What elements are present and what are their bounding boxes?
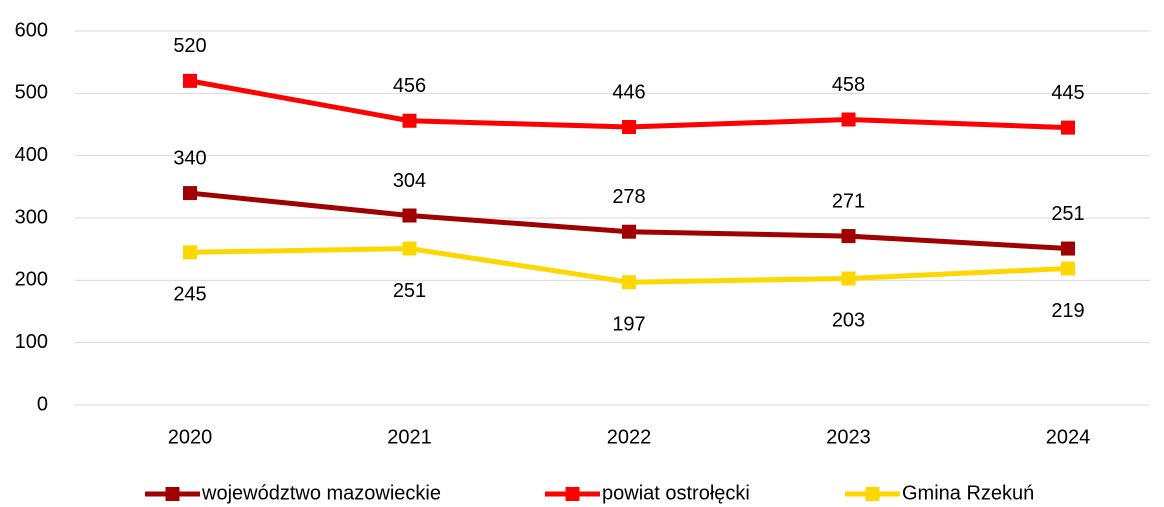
x-tick-label: 2023 <box>826 426 871 448</box>
point-marker <box>622 224 636 239</box>
point-marker <box>622 119 636 134</box>
point-marker <box>841 112 856 127</box>
point-marker <box>402 241 417 256</box>
data-label: 445 <box>1051 82 1084 104</box>
y-tick-label: 400 <box>15 144 48 166</box>
data-label: 203 <box>832 310 865 332</box>
legend-label: województwo mazowieckie <box>201 482 441 504</box>
data-label: 219 <box>1051 300 1084 322</box>
x-tick-label: 2020 <box>168 426 213 448</box>
legend-label: Gmina Rzekuń <box>902 482 1034 504</box>
data-label: 446 <box>612 81 645 103</box>
point-marker <box>841 229 856 244</box>
legend-marker <box>565 487 580 501</box>
data-label: 251 <box>393 280 426 302</box>
data-label: 456 <box>393 75 426 97</box>
legend-label: powiat ostrołęcki <box>602 482 750 504</box>
data-label: 458 <box>832 74 865 96</box>
y-tick-label: 600 <box>15 19 48 41</box>
data-label: 278 <box>612 186 645 208</box>
point-marker <box>1061 261 1075 276</box>
y-tick-label: 500 <box>15 82 48 104</box>
point-marker <box>402 208 417 223</box>
point-marker <box>183 73 197 88</box>
point-marker <box>841 271 856 286</box>
point-marker <box>1061 241 1075 256</box>
point-marker <box>183 245 197 260</box>
point-marker <box>1061 120 1075 135</box>
point-marker <box>402 113 417 128</box>
legend-marker <box>165 487 180 501</box>
x-tick-label: 2021 <box>387 426 432 448</box>
data-label: 245 <box>173 284 206 306</box>
y-tick-label: 100 <box>15 331 48 353</box>
data-label: 197 <box>612 313 645 335</box>
data-label: 304 <box>393 170 426 192</box>
point-marker <box>183 186 197 201</box>
data-label: 520 <box>173 35 206 57</box>
x-tick-label: 2024 <box>1046 426 1091 448</box>
point-marker <box>622 275 636 290</box>
legend-marker <box>865 487 880 501</box>
y-tick-label: 0 <box>37 393 48 415</box>
data-label: 251 <box>1051 203 1084 225</box>
y-tick-label: 300 <box>15 206 48 228</box>
data-label: 271 <box>832 190 865 212</box>
x-tick-label: 2022 <box>607 426 652 448</box>
data-label: 340 <box>173 147 206 169</box>
y-tick-label: 200 <box>15 269 48 291</box>
